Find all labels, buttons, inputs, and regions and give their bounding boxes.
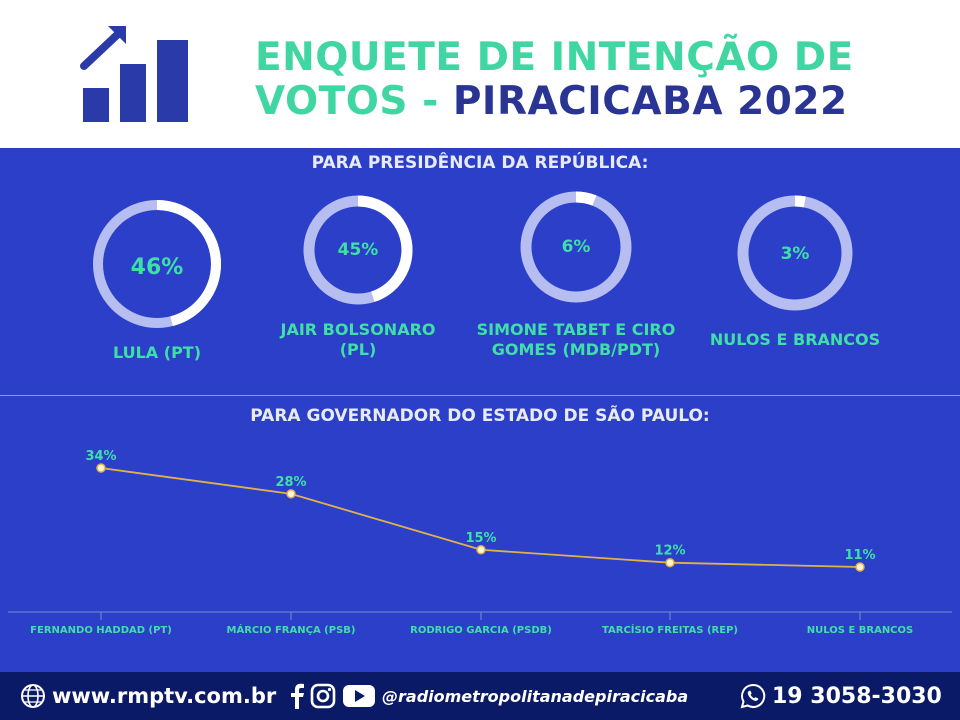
data-point (855, 562, 865, 572)
section-divider (0, 395, 960, 396)
data-label: 11% (844, 548, 875, 563)
governor-section-title: PARA GOVERNADOR DO ESTADO DE SÃO PAULO: (250, 406, 710, 426)
donut-category-label: LULA (PT) (112, 343, 202, 362)
bar-chart-growth-icon (80, 26, 188, 122)
x-tick-label: NULOS E BRANCOS (807, 625, 913, 636)
website-link[interactable]: www.rmptv.com.br (20, 672, 276, 720)
social-links[interactable]: @radiometropolitanadepiracicaba (290, 672, 688, 720)
social-handle: @radiometropolitanadepiracicaba (382, 686, 689, 706)
data-point (476, 545, 486, 555)
phone-contact[interactable]: 19 3058-3030 (740, 672, 942, 720)
instagram-icon[interactable] (310, 683, 336, 709)
x-tick-label: RODRIGO GARCIA (PSDB) (410, 625, 552, 636)
website-text: www.rmptv.com.br (52, 684, 277, 708)
x-tick-label: FERNANDO HADDAD (PT) (30, 625, 172, 636)
title-line-2-city: PIRACICABA 2022 (452, 79, 848, 124)
donut-category-label: JAIR BOLSONARO (PL) (280, 320, 436, 359)
donut-chart: 3% (737, 195, 853, 311)
governor-line-chart: 34% FERNANDO HADDAD (PT) 28% MÁRCIO FRANÇA … (8, 449, 952, 636)
title-line-1: ENQUETE DE INTENÇÃO DE (255, 35, 854, 80)
donut-value-label: 46% (131, 255, 184, 280)
facebook-icon[interactable] (290, 683, 304, 709)
title-line-2-prefix: VOTOS - (255, 79, 453, 124)
donut-chart: 6% (520, 191, 632, 303)
data-label: 15% (465, 531, 496, 546)
donut-value-label: 45% (338, 240, 379, 260)
data-point (96, 463, 106, 473)
globe-icon (21, 684, 45, 708)
president-section-title: PARA PRESIDÊNCIA DA REPÚBLICA: (311, 153, 649, 173)
donut-category-label: NULOS E BRANCOS (709, 330, 881, 349)
donut-value-arc (520, 191, 632, 303)
x-tick-label: MÁRCIO FRANÇA (PSB) (227, 623, 356, 636)
whatsapp-icon (740, 683, 766, 709)
data-label: 12% (654, 544, 685, 559)
phone-number: 19 3058-3030 (772, 683, 942, 709)
x-tick-label: TARCÍSIO FREITAS (REP) (602, 623, 738, 636)
donut-value-arc (303, 195, 413, 305)
main-panel (0, 148, 960, 672)
data-label: 28% (275, 475, 306, 490)
header: ENQUETE DE INTENÇÃO DE VOTOS - PIRACICAB… (0, 0, 960, 148)
donut-chart: 46% (93, 200, 221, 328)
page-title: ENQUETE DE INTENÇÃO DE VOTOS - PIRACICAB… (255, 36, 875, 124)
footer-bar: www.rmptv.com.br @radiometropolitanadepi… (0, 672, 960, 720)
donut-chart: 45% (303, 195, 413, 305)
donut-value-label: 3% (781, 244, 810, 264)
donut-value-arc (93, 200, 221, 328)
donut-value-label: 6% (562, 237, 591, 257)
data-point (665, 557, 675, 568)
donut-category-label: SIMONE TABET E CIRO GOMES (MDB/PDT) (476, 320, 676, 359)
data-label: 34% (85, 449, 116, 464)
data-point (286, 489, 296, 499)
donut-value-arc (737, 195, 853, 311)
youtube-icon[interactable] (342, 683, 376, 709)
